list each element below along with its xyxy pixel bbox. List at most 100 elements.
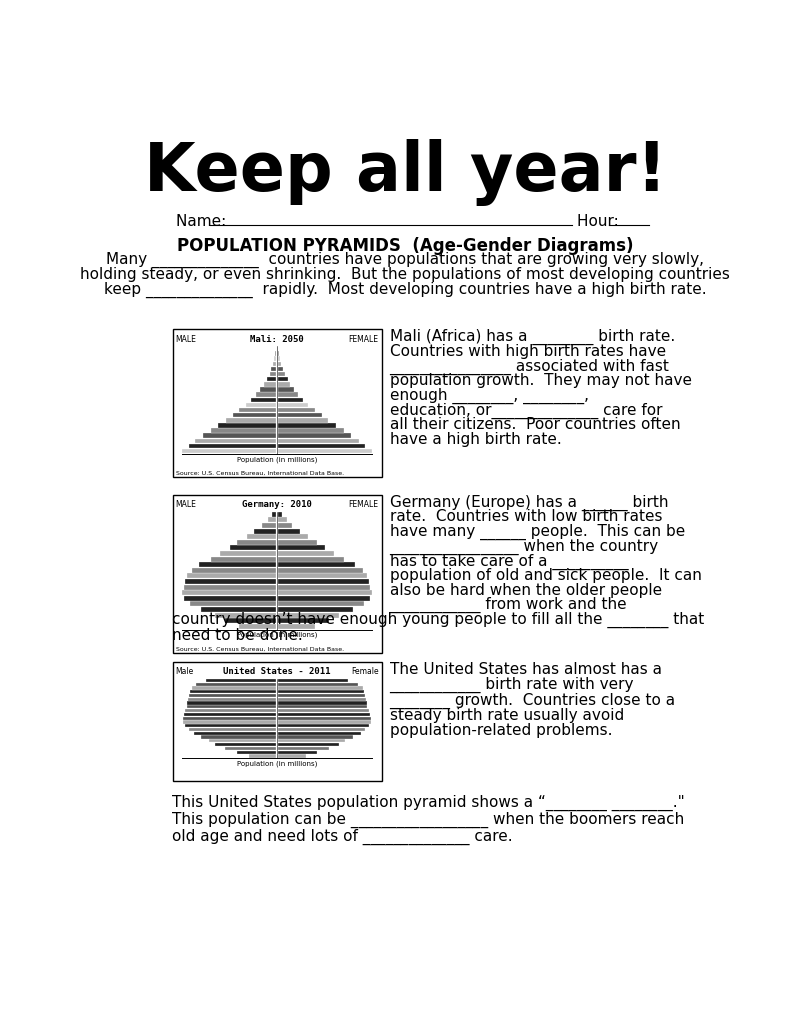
Bar <box>189 694 276 697</box>
Bar <box>278 573 367 579</box>
Bar <box>182 449 276 454</box>
Bar <box>229 546 276 550</box>
Bar <box>278 546 324 550</box>
Bar <box>278 713 370 716</box>
Bar <box>278 720 371 724</box>
Bar <box>267 377 276 382</box>
Text: has to take care of a __________: has to take care of a __________ <box>389 553 628 569</box>
Bar <box>278 751 317 754</box>
Bar <box>278 624 315 629</box>
Bar <box>278 382 290 387</box>
Bar <box>215 743 276 746</box>
Bar <box>189 728 276 731</box>
Text: This population can be __________________ when the boomers reach: This population can be _________________… <box>172 812 685 828</box>
Bar <box>278 402 308 408</box>
Bar <box>278 706 367 709</box>
Bar <box>237 751 276 754</box>
Text: rate.  Countries with low birth rates: rate. Countries with low birth rates <box>389 509 662 524</box>
Text: FEMALE: FEMALE <box>349 335 379 344</box>
Bar <box>278 732 361 735</box>
Bar <box>278 408 315 413</box>
Bar <box>278 568 362 572</box>
Bar <box>185 579 276 584</box>
Text: Countries with high birth rates have: Countries with high birth rates have <box>389 344 665 358</box>
Bar <box>201 607 276 612</box>
Text: MALE: MALE <box>176 500 196 509</box>
Bar <box>271 367 276 372</box>
Bar <box>278 449 372 454</box>
Text: population-related problems.: population-related problems. <box>389 724 612 738</box>
Bar <box>191 686 276 689</box>
Text: keep ______________  rapidly.  Most developing countries have a high birth rate.: keep ______________ rapidly. Most develo… <box>104 282 706 298</box>
Text: Many ______________  countries have populations that are growing very slowly,: Many ______________ countries have popul… <box>106 252 704 268</box>
Bar <box>225 746 276 750</box>
Bar <box>278 755 305 758</box>
Text: need to be done.: need to be done. <box>172 628 303 643</box>
Bar <box>185 724 276 727</box>
Text: MALE: MALE <box>176 335 196 344</box>
Text: Hour:: Hour: <box>577 214 623 228</box>
Bar <box>220 551 276 556</box>
Bar <box>278 709 369 713</box>
Bar <box>273 361 276 367</box>
Bar <box>272 512 276 517</box>
Text: holding steady, or even shrinking.  But the populations of most developing count: holding steady, or even shrinking. But t… <box>80 267 730 282</box>
Text: Mali: 2050: Mali: 2050 <box>250 335 304 344</box>
Bar <box>172 330 382 477</box>
Bar <box>264 382 276 387</box>
Bar <box>278 579 369 584</box>
Bar <box>278 361 282 367</box>
Bar <box>278 596 370 601</box>
Bar <box>278 585 370 590</box>
Bar <box>278 551 334 556</box>
Bar <box>278 562 355 567</box>
Bar <box>187 706 276 709</box>
Text: ________________ associated with fast: ________________ associated with fast <box>389 358 669 375</box>
Bar <box>278 607 353 612</box>
Text: ____________ birth rate with very: ____________ birth rate with very <box>389 677 634 693</box>
Bar <box>278 372 285 377</box>
Bar <box>278 428 343 433</box>
Bar <box>278 413 322 418</box>
Text: Female: Female <box>351 668 379 676</box>
Text: enough ________, ________,: enough ________, ________, <box>389 388 589 403</box>
Text: FEMALE: FEMALE <box>349 500 379 509</box>
Bar <box>184 720 276 724</box>
Bar <box>187 701 276 705</box>
Bar <box>278 433 351 438</box>
Bar <box>190 690 276 693</box>
Bar <box>278 423 336 428</box>
Text: steady birth rate usually avoid: steady birth rate usually avoid <box>389 708 624 723</box>
Bar <box>278 618 329 624</box>
Bar <box>270 372 276 377</box>
Bar <box>260 387 276 392</box>
Bar <box>210 557 276 561</box>
Bar <box>278 367 283 372</box>
Bar <box>172 662 382 781</box>
Text: ____________ from work and the: ____________ from work and the <box>389 597 627 613</box>
Bar <box>188 697 276 700</box>
Bar <box>278 612 339 617</box>
Bar <box>278 540 317 545</box>
Bar <box>184 717 276 720</box>
Bar <box>278 690 365 693</box>
Bar <box>215 612 276 617</box>
Text: also be hard when the older people: also be hard when the older people <box>389 583 661 598</box>
Bar <box>278 377 288 382</box>
Bar <box>172 495 382 652</box>
Bar <box>267 517 276 522</box>
Text: Source: U.S. Census Bureau, International Data Base.: Source: U.S. Census Bureau, Internationa… <box>176 471 344 476</box>
Bar <box>278 679 348 682</box>
Text: Male: Male <box>176 668 194 676</box>
Text: ________ growth.  Countries close to a: ________ growth. Countries close to a <box>389 692 676 709</box>
Bar <box>278 523 293 528</box>
Bar <box>252 397 276 402</box>
Text: have a high birth rate.: have a high birth rate. <box>389 432 562 446</box>
Text: population growth.  They may not have: population growth. They may not have <box>389 373 691 388</box>
Text: _________________ when the country: _________________ when the country <box>389 539 659 555</box>
Bar <box>184 585 276 590</box>
Text: have many ______ people.  This can be: have many ______ people. This can be <box>389 524 685 541</box>
Bar <box>278 686 362 689</box>
Bar <box>278 735 353 738</box>
Bar <box>278 418 328 423</box>
